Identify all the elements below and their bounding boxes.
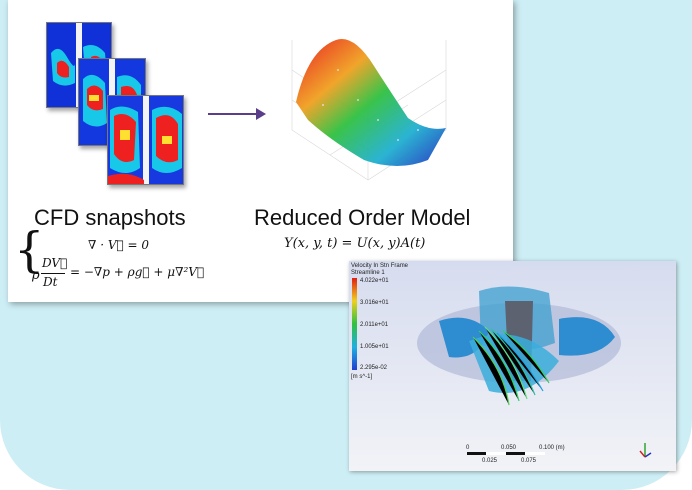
scale-bar bbox=[467, 452, 545, 455]
scale-label: 0.075 bbox=[521, 458, 537, 464]
fraction-bar bbox=[41, 273, 65, 274]
momentum-denominator: Dt bbox=[43, 275, 58, 289]
cfd-snapshots-label: CFD snapshots bbox=[34, 205, 186, 230]
momentum-rhs: = −∇p + ρg⃗ + μ∇²V⃗ bbox=[70, 265, 205, 279]
arrow-icon bbox=[208, 108, 266, 120]
scale-label: 0.025 bbox=[482, 458, 498, 464]
legend-tick: 4.022e+01 bbox=[360, 278, 389, 284]
legend-tick: 2.011e+01 bbox=[360, 322, 389, 328]
continuity-equation: ∇ · V⃗ = 0 bbox=[88, 238, 150, 252]
brace-left: { bbox=[14, 222, 45, 278]
legend-subtitle: Streamline 1 bbox=[351, 270, 385, 276]
legend-tick: 3.016e+01 bbox=[360, 300, 389, 306]
rom-equation: Y(x, y, t) = U(x, y)A(t) bbox=[284, 236, 426, 251]
rom-surface-plot bbox=[291, 39, 447, 181]
scale-label: 0.100 (m) bbox=[539, 445, 565, 451]
momentum-numerator: DV⃗ bbox=[42, 256, 68, 270]
turbine-simulation-image: Velocity In Stn Frame Streamline 1 4.022… bbox=[349, 261, 676, 471]
legend-title: Velocity In Stn Frame bbox=[351, 263, 409, 269]
legend-unit: [m s^-1] bbox=[351, 374, 373, 380]
rom-label: Reduced Order Model bbox=[254, 205, 471, 230]
axis-triad-icon bbox=[639, 443, 652, 458]
cfd-snapshot-3 bbox=[107, 95, 184, 185]
scale-label: 0.050 bbox=[501, 445, 517, 451]
legend-tick: 1.005e+01 bbox=[360, 344, 389, 350]
legend-tick: 2.295e-02 bbox=[360, 365, 388, 371]
legend-colorbar bbox=[352, 278, 357, 370]
scale-label: 0 bbox=[466, 445, 470, 451]
turbine-render bbox=[417, 286, 621, 406]
cfd-rom-card: CFD snapshots Reduced Order Model Y(x, y… bbox=[8, 0, 513, 302]
rho-symbol: ρ bbox=[32, 268, 40, 283]
